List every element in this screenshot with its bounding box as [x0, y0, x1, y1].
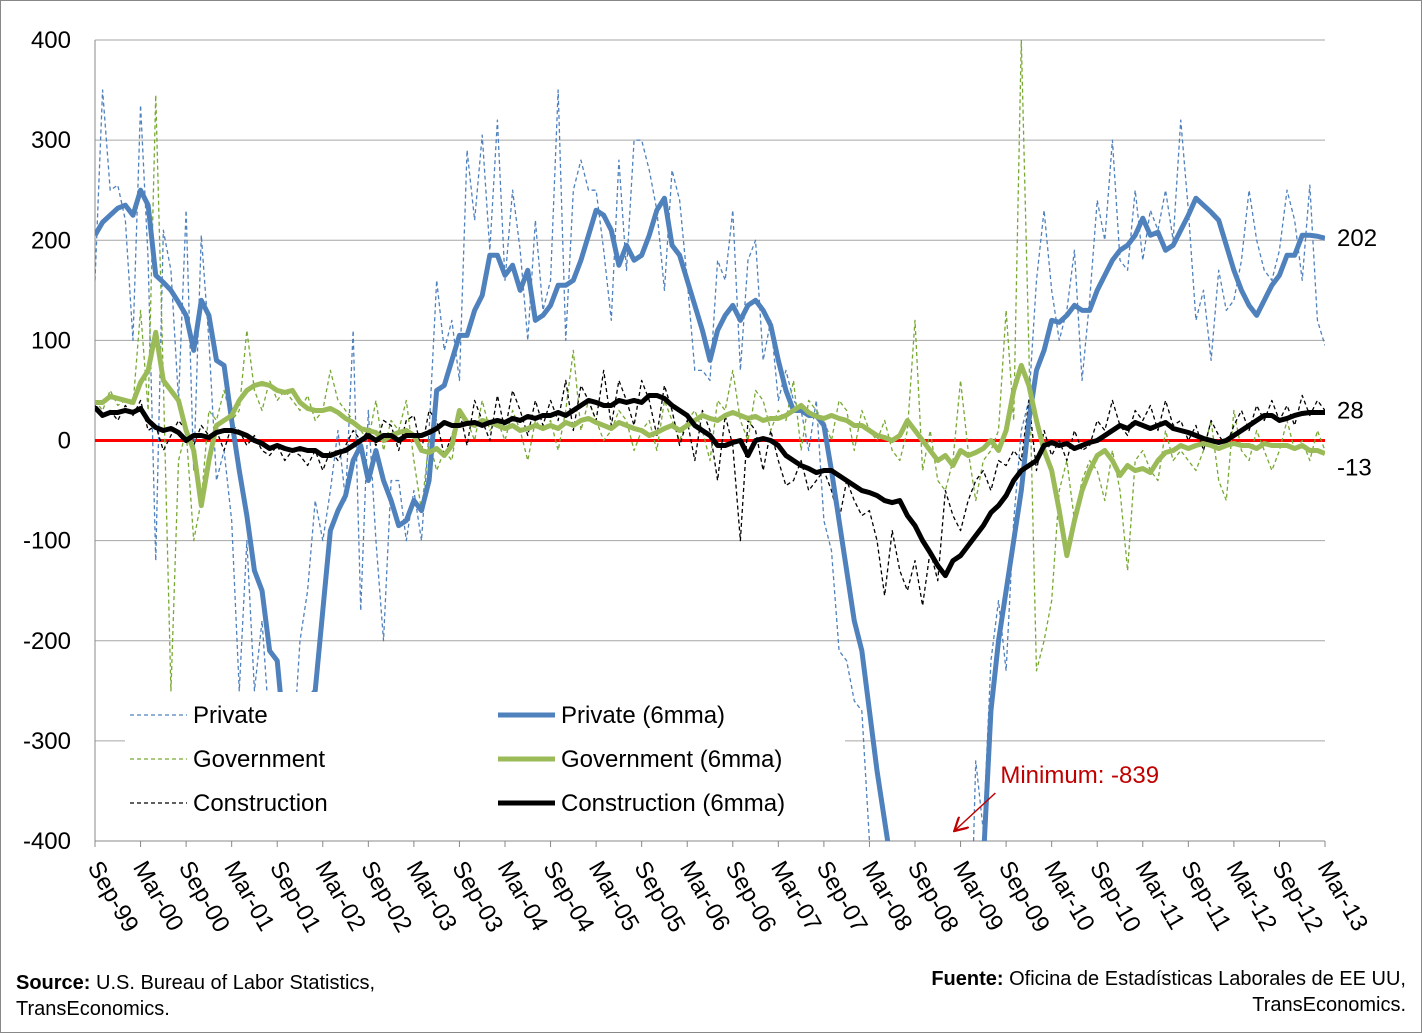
average-line — [95, 392, 1325, 579]
fuente-text: Oficina de Estadísticas Laborales de EE … — [1009, 968, 1406, 1016]
source-text: U.S. Bureau of Labor Statistics, TransEc… — [16, 972, 376, 1020]
y-tick-label: -100 — [23, 528, 71, 555]
legend-label: Construction (6mma) — [561, 790, 785, 817]
legend-label: Private (6mma) — [561, 702, 725, 729]
end-label: 28 — [1337, 397, 1364, 424]
average-line — [95, 329, 1325, 559]
legend-label: Private — [193, 702, 268, 729]
legend-label: Government — [193, 746, 325, 773]
raw-line — [95, 89, 1325, 841]
y-tick-label: -400 — [23, 828, 71, 855]
y-tick-label: -200 — [23, 628, 71, 655]
legend-label: Construction — [193, 790, 328, 817]
series-group — [95, 40, 1325, 841]
legend-label: Government (6mma) — [561, 746, 782, 773]
y-tick-label: 0 — [58, 428, 71, 455]
end-label: -13 — [1337, 455, 1372, 482]
legend-box — [125, 692, 845, 832]
end-label: 202 — [1337, 225, 1377, 252]
y-tick-label: 200 — [31, 227, 71, 254]
annotation: Minimum: -839 — [1000, 762, 1159, 789]
annotation-arrow — [955, 792, 996, 830]
y-tick-label: -300 — [23, 728, 71, 755]
source-note: Source: U.S. Bureau of Labor Statistics,… — [16, 970, 486, 1022]
fuente-label: Fuente: — [931, 968, 1004, 990]
raw-line — [95, 40, 1325, 692]
y-tick-label: 100 — [31, 327, 71, 354]
source-label: Source: — [16, 972, 91, 994]
fuente-note: Fuente: Oficina de Estadísticas Laborale… — [886, 966, 1406, 1018]
y-tick-label: 400 — [31, 27, 71, 54]
raw-line — [95, 369, 1325, 607]
y-tick-label: 300 — [31, 127, 71, 154]
